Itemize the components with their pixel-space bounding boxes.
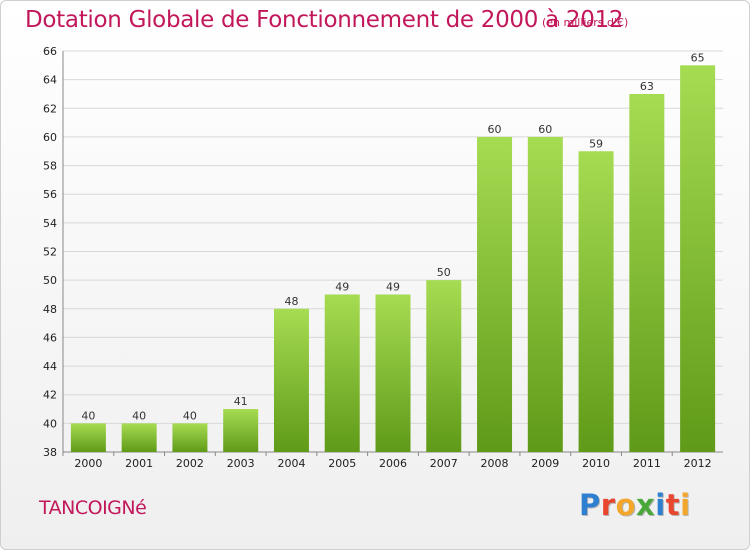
x-tick-label: 2008	[481, 457, 509, 470]
bar	[324, 294, 360, 452]
bar	[426, 280, 462, 452]
x-tick-label: 2007	[430, 457, 458, 470]
y-tick-label: 56	[43, 188, 57, 201]
data-label: 65	[691, 51, 705, 64]
brand-letter: P	[579, 488, 601, 522]
bar	[527, 136, 563, 452]
data-label: 59	[589, 137, 603, 150]
brand-letter: r	[600, 488, 616, 522]
x-tick-label: 2012	[684, 457, 712, 470]
bar	[121, 423, 157, 452]
bar	[70, 423, 106, 452]
data-label: 50	[437, 266, 451, 279]
bar	[172, 423, 208, 452]
y-tick-label: 64	[43, 74, 57, 87]
bar	[273, 308, 309, 452]
brand-letter: i	[680, 488, 691, 522]
bar	[680, 65, 716, 453]
data-label: 41	[234, 395, 248, 408]
y-tick-label: 40	[43, 417, 57, 430]
x-tick-label: 2001	[125, 457, 153, 470]
data-label: 49	[386, 280, 400, 293]
y-tick-label: 58	[43, 160, 57, 173]
bar	[223, 409, 259, 452]
y-tick-label: 66	[43, 45, 57, 58]
y-tick-label: 42	[43, 389, 57, 402]
chart-title: Dotation Globale de Fonctionnement de 20…	[25, 7, 624, 33]
data-label: 63	[640, 80, 654, 93]
bar	[375, 294, 411, 452]
data-label: 60	[488, 123, 502, 136]
data-label: 40	[132, 409, 146, 422]
brand-letter: o	[615, 488, 637, 522]
y-tick-label: 38	[43, 446, 57, 459]
x-tick-label: 2003	[227, 457, 255, 470]
brand-letter: x	[636, 488, 656, 522]
x-tick-label: 2009	[531, 457, 559, 470]
x-tick-label: 2000	[74, 457, 102, 470]
data-label: 60	[538, 123, 552, 136]
x-tick-label: 2005	[328, 457, 356, 470]
y-tick-label: 46	[43, 331, 57, 344]
brand-letter: t	[665, 488, 681, 522]
y-tick-label: 50	[43, 274, 57, 287]
x-tick-label: 2010	[582, 457, 610, 470]
y-tick-label: 48	[43, 303, 57, 316]
y-tick-label: 44	[43, 360, 57, 373]
x-tick-label: 2011	[633, 457, 661, 470]
x-tick-label: 2002	[176, 457, 204, 470]
x-tick-label: 2006	[379, 457, 407, 470]
data-label: 49	[335, 280, 349, 293]
commune-name: TANCOIGNé	[39, 497, 147, 519]
bar	[578, 151, 614, 452]
y-tick-label: 60	[43, 131, 57, 144]
y-tick-label: 52	[43, 246, 57, 259]
brand-letter: i	[655, 488, 666, 522]
data-label: 40	[183, 409, 197, 422]
y-tick-label: 54	[43, 217, 57, 230]
data-label: 40	[81, 409, 95, 422]
y-tick-label: 62	[43, 102, 57, 115]
data-label: 48	[284, 295, 298, 308]
chart-subtitle: (en milliers d'€)	[542, 16, 629, 29]
bar	[629, 93, 665, 452]
bar	[477, 136, 513, 452]
proxiti-logo: Proxiti	[579, 488, 691, 522]
x-tick-label: 2004	[277, 457, 305, 470]
